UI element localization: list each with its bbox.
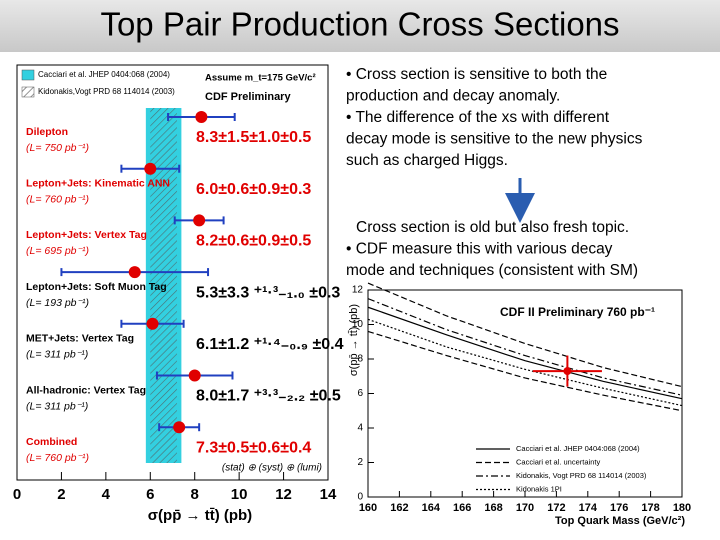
y-tick-label: 4 [357,423,363,434]
annotation: (stat) ⊕ (syst) ⊕ (lumi) [222,463,322,474]
y-axis-label: σ(pp̄ → tt̄) (pb) [348,304,360,376]
value-label: 8.2±0.6±0.9±0.5 [196,233,311,250]
annotation: Assume m_t=175 GeV/c² [205,73,316,84]
row-lumi: (L= 760 pb⁻¹) [26,452,89,464]
x-tick-label: 14 [320,486,337,503]
value-label: 7.3±0.5±0.6±0.4 [196,439,311,456]
x-tick-label: 4 [102,486,111,503]
x-tick-label: 164 [422,502,441,514]
note-line: • Cross section is sensitive to both the [346,66,607,83]
row-label: Lepton+Jets: Soft Muon Tag [26,281,167,293]
row-label: MET+Jets: Vertex Tag [26,333,134,345]
legend-label: Kidonakis 1PI [516,484,562,493]
row-label: Lepton+Jets: Kinematic ANN [26,177,170,189]
value-label: 6.0±0.6±0.9±0.3 [196,181,311,198]
note-line: • The difference of the xs with differen… [346,109,610,126]
x-tick-label: 0 [13,486,21,503]
y-tick-label: 10 [352,319,364,330]
value-label: 6.1±1.2 ⁺¹·⁴₋₀.₉ ±0.4 [196,336,344,353]
legend-swatch [21,86,35,98]
x-tick-label: 178 [641,502,659,514]
x-tick-label: 174 [579,502,598,514]
series-line [367,330,683,412]
series-line [367,306,683,400]
note-line: mode and techniques (consistent with SM) [346,262,638,279]
value-label: 8.0±1.7 ⁺³·³₋₂.₂ ±0.5 [196,388,341,405]
legend-label: Kidonakis, Vogt PRD 68 114014 (2003) [516,471,647,480]
x-tick-label: 168 [484,502,502,514]
note-line: • CDF measure this with various decay [346,241,613,258]
note-line: production and decay anomaly. [346,88,560,105]
x-tick-label: 176 [610,502,628,514]
x-tick-label: 166 [453,502,471,514]
x-tick-label: 172 [547,502,565,514]
x-tick-label: 2 [57,486,65,503]
data-point [195,111,208,123]
value-label: 5.3±3.3 ⁺¹·³₋₁.₀ ±0.3 [196,284,340,301]
y-tick-label: 2 [357,457,363,468]
x-tick-label: 160 [359,502,377,514]
note-line: Cross section is old but also fresh topi… [356,219,629,236]
data-point [128,266,141,279]
data-point [146,317,159,330]
legend-label: Cacciari et al. JHEP 0404:068 (2004) [516,444,640,453]
row-lumi: (L= 311 pb⁻¹) [26,400,88,412]
data-point [188,369,201,382]
y-tick-label: 6 [357,388,363,399]
row-label: Dilepton [26,126,68,138]
legend-label: Cacciari et al. JHEP 0404:068 (2004) [38,70,170,79]
y-tick-label: 8 [357,354,363,365]
left-frame [16,64,329,481]
chart-title: CDF II Preliminary 760 pb⁻¹ [500,305,655,319]
x-tick-label: 6 [146,486,154,503]
row-lumi: (L= 750 pb⁻¹) [26,142,89,154]
note-line: decay mode is sensitive to the new physi… [346,131,643,148]
y-tick-label: 12 [352,285,364,296]
series-line [367,298,683,396]
slide-title: Top Pair Production Cross Sections [100,6,619,43]
x-tick-label: 8 [191,486,199,503]
x-tick-label: 10 [231,486,248,503]
x-tick-label: 170 [516,502,534,514]
row-lumi: (L= 695 pb⁻¹) [26,245,89,257]
row-lumi: (L= 193 pb⁻¹) [26,297,89,309]
row-lumi: (L= 311 pb⁻¹) [26,349,88,361]
y-tick-label: 0 [357,492,363,503]
data-point [193,214,206,227]
data-point [563,367,572,376]
row-label: Lepton+Jets: Vertex Tag [26,229,147,241]
series-line [367,318,683,407]
series-line [367,282,683,388]
title-bar [0,0,720,52]
row-label: All-hadronic: Vertex Tag [26,384,146,396]
data-point [144,162,157,175]
value-label: 8.3±1.5±1.0±0.5 [196,129,311,146]
x-tick-label: 12 [275,486,292,503]
annotation: CDF Preliminary [205,91,291,103]
note-line: such as charged Higgs. [346,152,508,169]
x-tick-label: 180 [673,502,691,514]
row-label: Combined [26,436,77,448]
row-lumi: (L= 760 pb⁻¹) [26,193,89,205]
x-axis-label: Top Quark Mass (GeV/c²) [555,515,685,527]
legend-swatch [21,69,35,81]
legend-label: Kidonakis,Vogt PRD 68 114014 (2003) [38,87,175,96]
legend-label: Cacciari et al. uncertainty [516,457,600,466]
x-axis-label: σ(pp̄ → tt̄) (pb) [148,507,252,524]
x-tick-label: 162 [390,502,408,514]
data-point [173,421,186,434]
